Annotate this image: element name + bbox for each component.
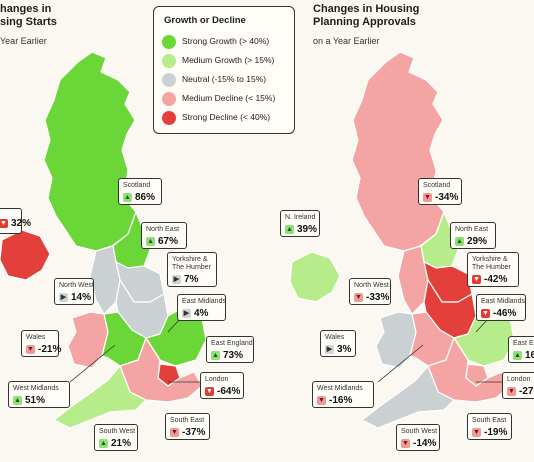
color-swatch-icon xyxy=(162,35,176,49)
callout-scotland: Scotland ▼ -34% xyxy=(418,178,462,205)
left-title-line-1: hanges in xyxy=(0,3,52,15)
legend: Growth or Decline Strong Growth (> 40%) … xyxy=(153,6,295,134)
callout-london: London ▼ -64% xyxy=(200,372,244,399)
triangle-down-icon: ▼ xyxy=(472,428,481,437)
triangle-up-icon: ▲ xyxy=(285,225,294,234)
region-scotland xyxy=(351,51,445,252)
left-map-subtitle: Year Earlier xyxy=(0,36,47,46)
callout-south-east: South East ▼ -19% xyxy=(467,413,512,440)
triangle-up-icon: ▲ xyxy=(211,351,220,360)
callout-south-east: South East ▼ -37% xyxy=(165,413,210,440)
callout-south-west: South West ▼ -14% xyxy=(396,424,440,451)
triangle-up-icon: ▲ xyxy=(13,396,22,405)
triangle-down-icon: ▼ xyxy=(507,387,516,396)
right-map-subtitle: on a Year Earlier xyxy=(313,36,380,46)
region-wales xyxy=(375,311,417,369)
callout-yorkshire: Yorkshire & The Humber ▼ -42% xyxy=(467,252,519,287)
callout-n-ireland: N. Ireland ▲ 39% xyxy=(280,210,320,237)
region-northern-ireland xyxy=(289,251,341,303)
triangle-right-icon: ▶ xyxy=(59,293,68,302)
region-south-east xyxy=(427,337,511,403)
callout-east-england: East Eng ▲16 xyxy=(508,336,534,363)
region-south-west xyxy=(361,365,455,429)
triangle-down-icon: ▼ xyxy=(423,193,432,202)
triangle-down-icon: ▼ xyxy=(317,396,326,405)
callout-east-midlands: East Midlands ▼ -46% xyxy=(476,294,526,321)
right-title-line-2: Planning Approvals xyxy=(313,16,416,28)
right-title-line-1: Changes in Housing xyxy=(313,3,420,15)
callout-wales: Wales ▼ -21% xyxy=(21,330,61,357)
callout-wales: Wales ▶ 3% xyxy=(320,330,356,357)
callout-north-east: North East ▲ 29% xyxy=(450,222,496,249)
region-northern-ireland xyxy=(0,229,51,281)
triangle-up-icon: ▲ xyxy=(146,237,155,246)
callout-south-west: South West ▲ 21% xyxy=(94,424,138,451)
triangle-down-icon: ▼ xyxy=(354,293,363,302)
callout-west-midlands: West Midlands ▼ -16% xyxy=(312,381,374,408)
callout-north-west: North West ▶ 14% xyxy=(54,278,94,305)
triangle-up-icon: ▲ xyxy=(123,193,132,202)
callout-north-west: North West ▼ -33% xyxy=(349,278,391,305)
color-swatch-icon xyxy=(162,111,176,125)
color-swatch-icon xyxy=(162,73,176,87)
right-map-title: Changes in Housing Planning Approvals xyxy=(313,3,419,29)
triangle-down-icon: ▼ xyxy=(26,345,35,354)
triangle-down-icon: ▼ xyxy=(401,439,410,448)
color-swatch-icon xyxy=(162,92,176,106)
callout-scotland: Scotland ▲ 86% xyxy=(118,178,162,205)
color-swatch-icon xyxy=(162,54,176,68)
left-title-line-2: sing Starts xyxy=(0,16,57,28)
region-north-west xyxy=(397,245,429,315)
legend-title: Growth or Decline xyxy=(164,15,246,26)
triangle-up-icon: ▲ xyxy=(455,237,464,246)
triangle-right-icon: ▶ xyxy=(325,345,334,354)
region-wales xyxy=(67,311,109,369)
left-map-title: hanges in sing Starts xyxy=(0,3,57,29)
callout-east-midlands: East Midlands ▶ 4% xyxy=(177,294,226,321)
region-south-west xyxy=(53,365,147,429)
region-south-east xyxy=(119,337,203,403)
triangle-up-icon: ▲ xyxy=(513,351,522,360)
triangle-down-icon: ▼ xyxy=(472,275,481,284)
triangle-down-icon: ▼ xyxy=(170,428,179,437)
triangle-right-icon: ▶ xyxy=(172,275,181,284)
triangle-down-icon: ▼ xyxy=(205,387,214,396)
triangle-down-icon: ▼ xyxy=(0,219,8,228)
triangle-down-icon: ▼ xyxy=(481,309,490,318)
callout-northern-ireland: ▼ 32% xyxy=(0,208,31,234)
callout-london: London ▼ -27 xyxy=(502,372,534,399)
callout-west-midlands: West Midlands ▲ 51% xyxy=(8,381,70,408)
callout-yorkshire: Yorkshire & The Humber ▶ 7% xyxy=(167,252,217,287)
callout-east-england: East England ▲ 73% xyxy=(206,336,254,363)
callout-north-east: North East ▲ 67% xyxy=(141,222,187,249)
triangle-right-icon: ▶ xyxy=(182,309,191,318)
triangle-up-icon: ▲ xyxy=(99,439,108,448)
